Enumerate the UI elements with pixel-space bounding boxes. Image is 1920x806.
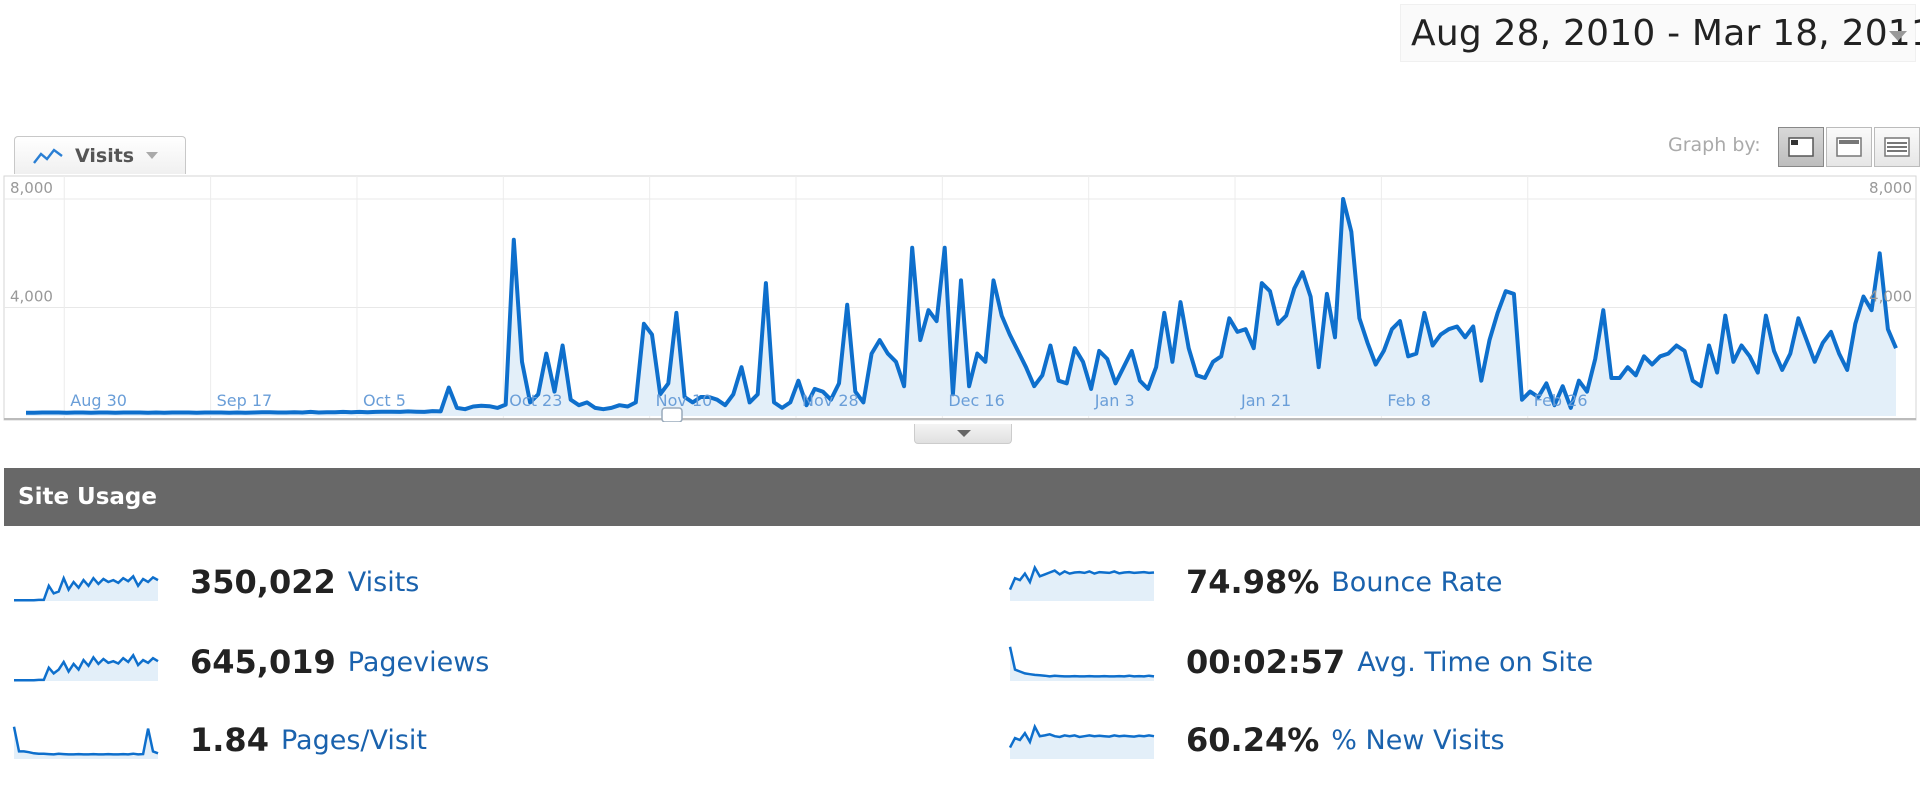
new-visits-link[interactable]: % New Visits — [1331, 724, 1505, 756]
visits-chart-svg: 8,000 4,000 8,000 4,000 Aug 30 Sep 17 Oct 5 Oct… — [3, 175, 1917, 422]
sparkline-area — [1010, 567, 1154, 601]
sparkline-area — [14, 655, 158, 681]
annotation-icon[interactable] — [661, 407, 683, 422]
x-tick-label: Feb 8 — [1387, 391, 1431, 410]
date-range-picker[interactable]: Aug 28, 2010 - Mar 18, 2011 — [1400, 4, 1920, 62]
y-tick-label-left: 8,000 — [10, 179, 53, 197]
new-visits-sparkline[interactable] — [1008, 717, 1156, 763]
usage-row-avg-time: 00:02:57 Avg. Time on Site — [1008, 632, 1593, 692]
x-tick-label: Feb 26 — [1534, 391, 1588, 410]
y-tick-label-right: 4,000 — [1869, 288, 1912, 306]
sparkline-line — [1008, 723, 1155, 749]
visits-chart: 8,000 4,000 8,000 4,000 Aug 30 Sep 17 Oct 5 Oct… — [0, 174, 1920, 422]
avg-time-sparkline[interactable] — [1008, 639, 1156, 685]
x-tick-label: Jan 3 — [1094, 391, 1135, 410]
x-tick-label: Oct 23 — [509, 391, 562, 410]
pageviews-link[interactable]: Pageviews — [347, 646, 490, 678]
chart-expand-handle[interactable] — [914, 424, 1012, 444]
y-tick-label-right: 8,000 — [1869, 179, 1912, 197]
x-tick-label: Aug 30 — [70, 391, 127, 410]
new-visits-value: 60.24% — [1186, 721, 1320, 759]
pages-per-visit-link[interactable]: Pages/Visit — [280, 724, 428, 756]
metric-selector-label: Visits — [75, 144, 135, 167]
pages-per-visit-value: 1.84 — [190, 721, 269, 759]
bounce-rate-link[interactable]: Bounce Rate — [1331, 566, 1503, 598]
usage-row-visits: 350,022 Visits — [12, 552, 419, 612]
visits-value: 350,022 — [190, 563, 336, 601]
visits-link[interactable]: Visits — [347, 566, 420, 598]
pageviews-sparkline[interactable] — [12, 639, 160, 685]
sparkline-line — [1008, 564, 1155, 591]
usage-row-pageviews: 645,019 Pageviews — [12, 632, 489, 692]
x-tick-label: Jan 21 — [1240, 391, 1291, 410]
x-tick-label: Sep 17 — [217, 391, 273, 410]
usage-row-new-visits: 60.24% % New Visits — [1008, 710, 1505, 770]
bounce-rate-value: 74.98% — [1186, 563, 1320, 601]
usage-row-bounce-rate: 74.98% Bounce Rate — [1008, 552, 1503, 612]
visits-sparkline[interactable] — [12, 559, 160, 605]
sparkline-area — [1010, 646, 1154, 681]
month-view-icon — [1884, 137, 1910, 157]
avg-time-link[interactable]: Avg. Time on Site — [1357, 646, 1594, 678]
sparkline-area — [14, 576, 158, 601]
x-tick-label: Dec 16 — [948, 391, 1004, 410]
x-tick-label: Oct 5 — [363, 391, 406, 410]
site-usage-title: Site Usage — [18, 484, 157, 510]
y-tick-label-left: 4,000 — [10, 288, 53, 306]
pageviews-value: 645,019 — [190, 643, 336, 681]
visits-series-line — [26, 197, 1898, 415]
sparkline-line — [1008, 646, 1155, 678]
date-range-label: Aug 28, 2010 - Mar 18, 2011 — [1411, 12, 1920, 54]
sparkline-line — [14, 574, 159, 602]
x-tick-label: Nov 28 — [802, 391, 859, 410]
graph-by-label: Graph by: — [1668, 134, 1761, 156]
chevron-down-icon — [146, 152, 159, 159]
graph-by-month-button[interactable] — [1874, 127, 1920, 167]
day-view-icon — [1788, 137, 1814, 157]
sparkline-line — [12, 726, 159, 756]
chevron-down-icon[interactable] — [1889, 31, 1907, 41]
sparkline-area — [14, 726, 158, 759]
week-view-icon — [1836, 137, 1862, 157]
pages-per-visit-sparkline[interactable] — [12, 717, 160, 763]
sparkline-line — [14, 652, 159, 682]
x-tick-label: Nov 10 — [656, 391, 713, 410]
line-chart-icon — [33, 147, 63, 164]
usage-row-pages-per-visit: 1.84 Pages/Visit — [12, 710, 427, 770]
avg-time-value: 00:02:57 — [1186, 643, 1346, 681]
bounce-rate-sparkline[interactable] — [1008, 559, 1156, 605]
graph-by-week-button[interactable] — [1826, 127, 1872, 167]
site-usage-header: Site Usage — [4, 468, 1920, 526]
graph-by-day-button[interactable] — [1778, 127, 1824, 167]
sparkline-area — [1010, 726, 1154, 759]
metric-selector-tab[interactable]: Visits — [14, 136, 186, 174]
